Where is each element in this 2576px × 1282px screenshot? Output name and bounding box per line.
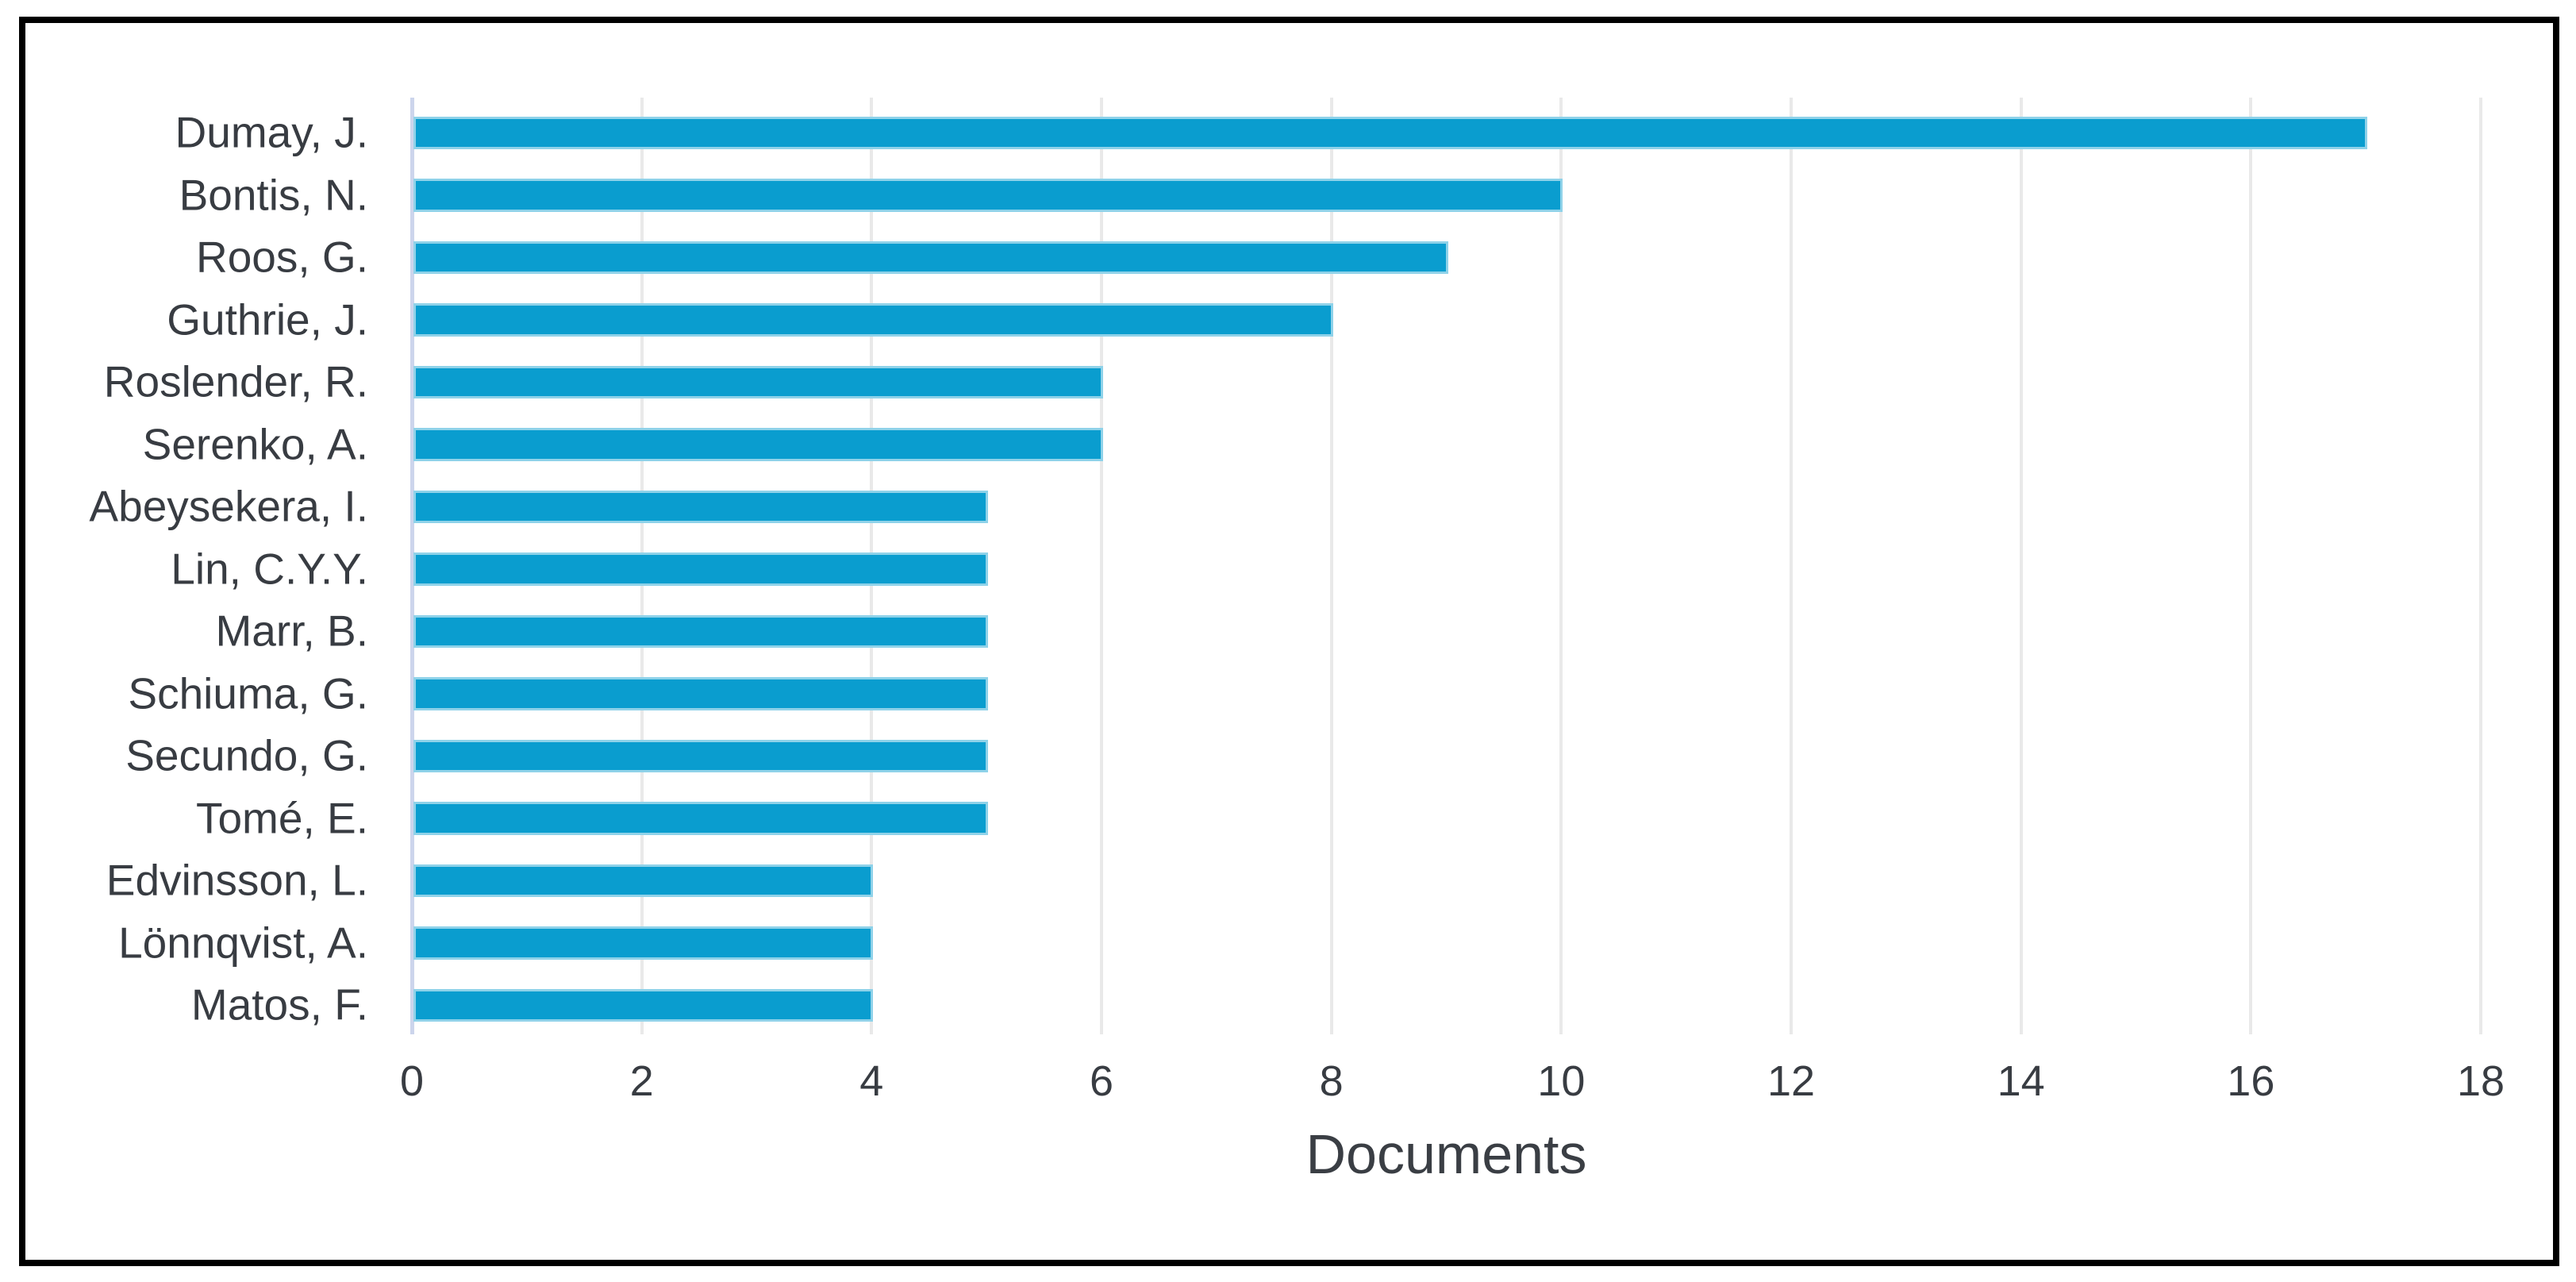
bar-lin-c-y-y: [413, 552, 989, 586]
x-tick-label-16: 16: [2227, 1057, 2275, 1105]
y-category-label-edvinsson-l: Edvinsson, L.: [106, 855, 368, 905]
bar-serenko-a: [413, 428, 1103, 461]
x-tick-label-10: 10: [1537, 1057, 1586, 1105]
y-category-label-guthrie-j: Guthrie, J.: [167, 295, 368, 345]
gridline-8: [1329, 98, 1333, 1034]
x-tick-label-12: 12: [1767, 1057, 1816, 1105]
gridline-14: [2019, 98, 2023, 1034]
bar-secundo-g: [413, 739, 989, 772]
y-category-label-roos-g: Roos, G.: [195, 232, 368, 282]
y-category-label-tom-e: Tomé, E.: [195, 793, 368, 843]
bar-matos-f: [413, 988, 874, 1022]
bar-roos-g: [413, 241, 1448, 274]
bar-abeysekera-i: [413, 490, 989, 523]
bar-tom-e: [413, 802, 989, 835]
y-category-label-l-nnqvist-a: Lönnqvist, A.: [118, 918, 368, 968]
chart-frame: Documents 0 2 4 6 8 10 12 14 16 18 Dumay, J. Bontis…: [19, 17, 2559, 1266]
bar-edvinsson-l: [413, 864, 874, 897]
y-category-label-dumay-j: Dumay, J.: [175, 107, 368, 157]
x-tick-label-8: 8: [1319, 1057, 1344, 1105]
y-axis-line: [410, 98, 414, 1034]
x-tick-label-4: 4: [859, 1057, 884, 1105]
x-tick-label-14: 14: [1997, 1057, 2045, 1105]
x-tick-label-6: 6: [1089, 1057, 1114, 1105]
bar-l-nnqvist-a: [413, 926, 874, 960]
bar-schiuma-g: [413, 677, 989, 710]
gridline-18: [2479, 98, 2482, 1034]
gridline-10: [1559, 98, 1563, 1034]
bar-dumay-j: [413, 116, 2368, 149]
y-category-label-serenko-a: Serenko, A.: [142, 419, 368, 469]
bar-guthrie-j: [413, 303, 1333, 337]
y-category-label-roslender-r: Roslender, R.: [103, 356, 368, 406]
x-tick-label-0: 0: [399, 1057, 425, 1105]
bar-marr-b: [413, 614, 989, 648]
x-tick-label-18: 18: [2456, 1057, 2505, 1105]
gridline-6: [1100, 98, 1103, 1034]
bar-bontis-n: [413, 179, 1563, 212]
x-tick-label-2: 2: [629, 1057, 654, 1105]
y-category-label-bontis-n: Bontis, N.: [179, 170, 368, 220]
y-category-label-secundo-g: Secundo, G.: [125, 730, 368, 780]
x-axis-title: Documents: [1305, 1123, 1587, 1185]
y-category-label-schiuma-g: Schiuma, G.: [128, 668, 368, 718]
gridline-16: [2249, 98, 2253, 1034]
bar-roslender-r: [413, 365, 1103, 398]
y-category-label-marr-b: Marr, B.: [215, 606, 368, 656]
plot-area: Documents 0 2 4 6 8 10 12 14 16 18 Dumay, J. Bontis…: [89, 98, 2505, 1182]
y-category-label-matos-f: Matos, F.: [190, 980, 368, 1030]
gridline-12: [1790, 98, 1793, 1034]
y-category-label-abeysekera-i: Abeysekera, I.: [89, 481, 368, 531]
y-category-label-lin-c-y-y: Lin, C.Y.Y.: [171, 544, 368, 594]
